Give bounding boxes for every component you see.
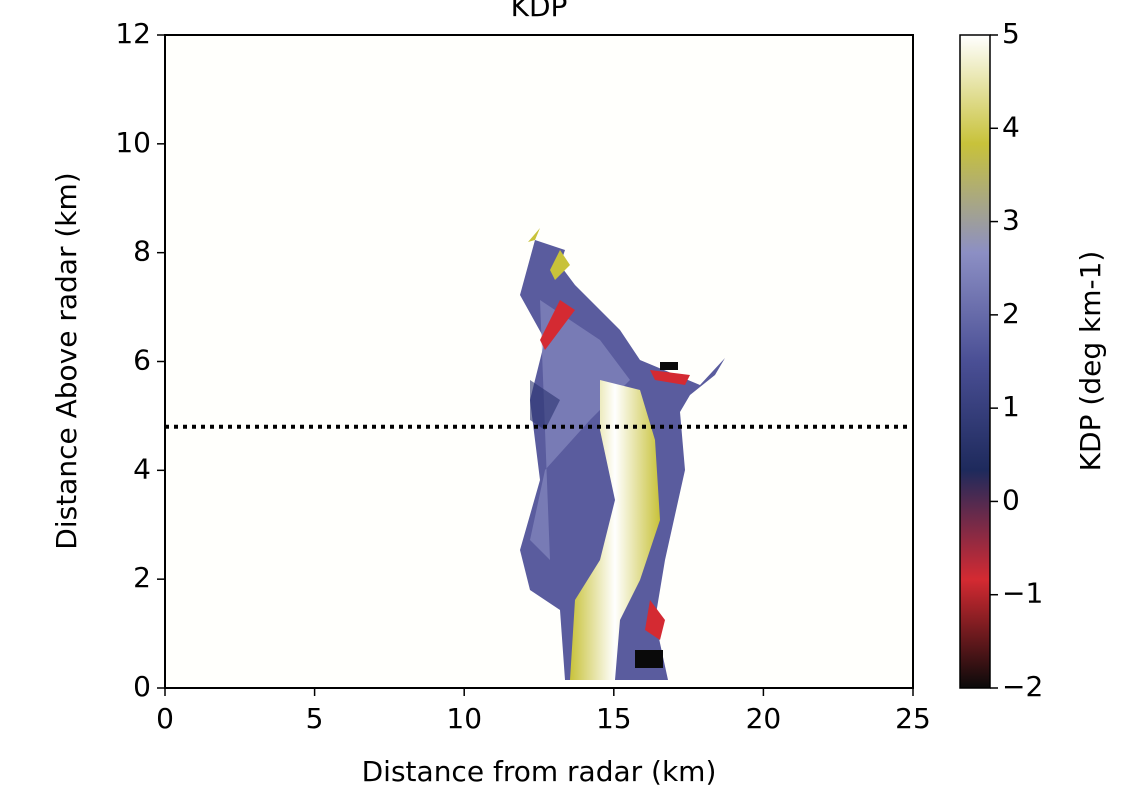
colorbar-tick-label: 4 — [1002, 110, 1020, 143]
x-tick-label: 15 — [596, 702, 632, 735]
colorbar — [959, 34, 991, 689]
x-tick-label: 0 — [156, 702, 174, 735]
y-tick-label: 0 — [133, 670, 151, 703]
x-tick-label: 20 — [746, 702, 782, 735]
y-tick-label: 8 — [133, 235, 151, 268]
y-tick-label: 2 — [133, 561, 151, 594]
colorbar-tick-label: 2 — [1002, 297, 1020, 330]
chart-title: KDP — [511, 0, 568, 23]
x-tick-label: 5 — [306, 702, 324, 735]
colorbar-tick-label: −1 — [1002, 577, 1043, 610]
y-tick-label: 6 — [133, 344, 151, 377]
y-axis-label: Distance Above radar (km) — [50, 172, 83, 549]
y-tick-label: 12 — [115, 17, 151, 50]
x-tick-label: 25 — [895, 702, 931, 735]
colorbar-tick-label: 5 — [1002, 17, 1020, 50]
x-tick-label: 10 — [446, 702, 482, 735]
x-axis-label: Distance from radar (km) — [362, 755, 717, 788]
y-tick-label: 4 — [133, 452, 151, 485]
y-tick-label: 10 — [115, 126, 151, 159]
colorbar-label: KDP (deg km-1) — [1074, 251, 1107, 472]
colorbar-tick-label: 0 — [1002, 483, 1020, 516]
colorbar-tick-label: 3 — [1002, 204, 1020, 237]
radar-echo — [520, 228, 725, 680]
colorbar-tick-label: 1 — [1002, 390, 1020, 423]
colorbar-tick-label: −2 — [1002, 670, 1043, 703]
